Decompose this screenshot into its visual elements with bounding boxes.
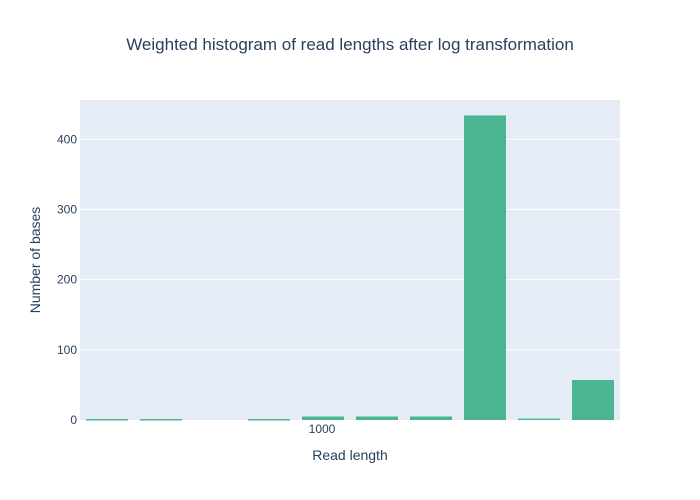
histogram-bar [464,115,506,420]
y-axis-title: Number of bases [27,207,43,314]
histogram-bar [518,418,560,421]
plot-area [80,100,620,420]
histogram-bar [248,419,290,421]
bar-series [86,115,614,421]
y-tick-label: 0 [70,413,77,427]
y-tick-label: 300 [57,202,77,216]
x-axis-title: Read length [312,447,388,463]
histogram-bar [356,416,398,420]
histogram-bar [86,419,128,421]
y-tick-label: 200 [57,273,77,287]
x-axis-ticks: 1000 [309,422,336,436]
chart-title: Weighted histogram of read lengths after… [126,35,574,54]
y-tick-label: 100 [57,343,77,357]
histogram-bar [410,416,452,420]
histogram-bar [572,380,614,420]
histogram-bar [302,416,344,420]
x-tick-label: 1000 [309,422,336,436]
y-tick-label: 400 [57,132,77,146]
y-axis-ticks: 0 100 200 300 400 [57,132,77,427]
gridlines [80,138,620,351]
histogram-bar [140,419,182,421]
